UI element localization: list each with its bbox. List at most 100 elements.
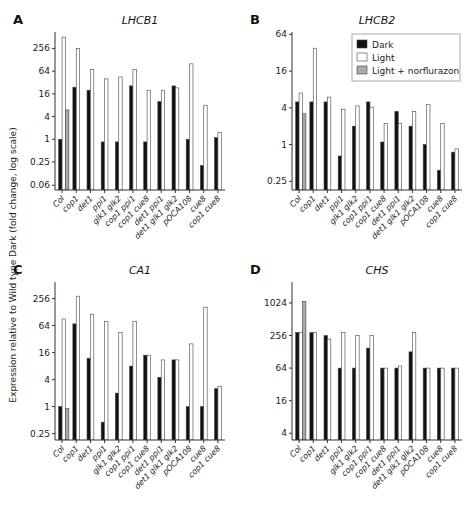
bar	[338, 368, 341, 440]
y-tick-label: 1	[281, 140, 287, 150]
x-tick	[147, 190, 148, 193]
bar	[299, 333, 302, 440]
bar	[437, 368, 440, 440]
bar	[130, 366, 133, 440]
bar	[412, 111, 415, 190]
x-tick	[440, 440, 441, 443]
bar	[367, 102, 370, 190]
bar	[200, 407, 203, 440]
bar	[409, 352, 412, 440]
x-tick	[189, 190, 190, 193]
y-tick-label: 64	[39, 66, 51, 76]
x-tick	[161, 190, 162, 193]
y-tick	[289, 433, 292, 434]
bar	[310, 102, 313, 190]
panel: 0.060.25141664256Colcop1det1ppi1glk1 glk…	[13, 12, 225, 241]
bars	[296, 48, 459, 190]
panel-label: C	[13, 262, 23, 277]
y-tick-label: 16	[276, 396, 288, 406]
bar	[338, 156, 341, 190]
bar	[324, 336, 327, 440]
x-tick	[313, 440, 314, 443]
bar	[133, 321, 136, 440]
x-tick	[369, 190, 370, 193]
bar	[62, 37, 65, 190]
x-tick-label: cop1 cue8	[186, 444, 222, 480]
panel-label: A	[13, 12, 23, 27]
x-tick	[76, 440, 77, 443]
bars	[59, 37, 222, 190]
bar	[147, 355, 150, 440]
bar	[409, 126, 412, 190]
x-tick	[355, 440, 356, 443]
panel: 416642561024Colcop1det1ppi1glk1 glk2cop1…	[250, 262, 462, 491]
x-tick-label: cop1 cue8	[423, 444, 459, 480]
x-tick	[62, 190, 63, 193]
bar	[186, 139, 189, 190]
legend-swatch	[357, 40, 367, 48]
y-tick-label: 64	[39, 321, 51, 331]
x-tick	[90, 440, 91, 443]
bar	[119, 77, 122, 190]
bar	[204, 105, 207, 190]
bar	[423, 145, 426, 190]
bar	[296, 333, 299, 440]
bar	[324, 102, 327, 190]
bar	[302, 301, 305, 440]
bar	[65, 110, 68, 190]
y-axis-line	[55, 282, 56, 440]
x-tick	[217, 190, 218, 193]
bar	[59, 139, 62, 190]
bars	[296, 301, 459, 440]
x-axis-line	[55, 190, 225, 191]
y-tick	[289, 107, 292, 108]
y-tick-label: 16	[39, 89, 51, 99]
bar	[101, 422, 104, 440]
bar	[87, 90, 90, 190]
y-axis-line	[292, 32, 293, 190]
x-tick	[341, 190, 342, 193]
bar	[352, 368, 355, 440]
bar	[76, 48, 79, 190]
x-tick	[76, 190, 77, 193]
y-tick	[289, 71, 292, 72]
bar	[313, 48, 316, 190]
bar	[427, 368, 430, 440]
y-tick-label: 4	[281, 103, 287, 113]
x-tick	[217, 440, 218, 443]
x-tick	[384, 190, 385, 193]
y-tick	[52, 185, 55, 186]
y-tick	[52, 161, 55, 162]
bar	[158, 377, 161, 440]
x-tick	[175, 440, 176, 443]
y-tick	[289, 368, 292, 369]
bar	[342, 333, 345, 440]
y-tick	[289, 302, 292, 303]
bar	[395, 368, 398, 440]
bar	[115, 142, 118, 190]
bar	[65, 409, 68, 440]
panel-title: CHS	[366, 264, 389, 277]
x-tick	[203, 190, 204, 193]
bar	[161, 90, 164, 190]
bar	[395, 111, 398, 190]
x-tick	[327, 190, 328, 193]
y-tick	[52, 116, 55, 117]
x-tick	[398, 190, 399, 193]
bar	[175, 360, 178, 440]
bar	[384, 368, 387, 440]
bar	[172, 360, 175, 440]
y-tick-label: 0.25	[30, 157, 50, 167]
y-tick-label: 0.25	[30, 429, 50, 439]
bar	[101, 142, 104, 190]
bar	[105, 321, 108, 440]
x-tick	[426, 440, 427, 443]
bar	[302, 114, 305, 190]
y-tick	[52, 352, 55, 353]
x-tick	[118, 440, 119, 443]
panel: 0.25141664256Colcop1det1ppi1glk1 glk2cop…	[13, 262, 225, 491]
bar	[299, 93, 302, 190]
y-tick	[289, 34, 292, 35]
x-tick	[147, 440, 148, 443]
legend-box	[352, 34, 460, 81]
